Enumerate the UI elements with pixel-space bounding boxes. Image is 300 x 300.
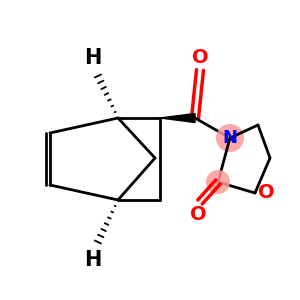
Text: H: H [84, 48, 102, 68]
Text: O: O [192, 48, 208, 67]
Text: O: O [258, 184, 274, 202]
Text: N: N [223, 129, 238, 147]
Text: H: H [84, 250, 102, 270]
Polygon shape [160, 113, 195, 122]
Text: O: O [190, 205, 206, 224]
Circle shape [206, 170, 230, 194]
Circle shape [216, 124, 244, 152]
